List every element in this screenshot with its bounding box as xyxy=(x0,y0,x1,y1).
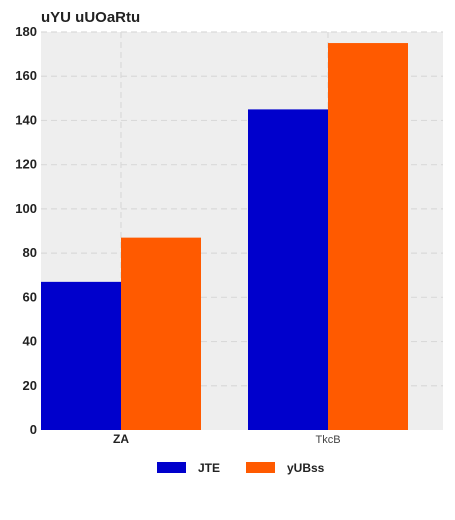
legend-swatch xyxy=(246,462,275,473)
y-tick-label: 160 xyxy=(15,68,37,83)
y-tick-label: 20 xyxy=(23,378,37,393)
x-tick-label: ZA xyxy=(113,432,129,446)
y-tick-label: 60 xyxy=(23,289,37,304)
legend-swatch xyxy=(157,462,186,473)
y-tick-label: 120 xyxy=(15,157,37,172)
bars xyxy=(41,43,408,431)
bar xyxy=(41,281,121,430)
legend-label: JTE xyxy=(198,461,220,475)
bar xyxy=(248,109,328,430)
legend-label: yUBss xyxy=(287,461,325,475)
legend: JTE yUBss xyxy=(157,461,325,475)
y-tick-label: 140 xyxy=(15,112,37,127)
chart-title: uYU uUOaRtu xyxy=(41,9,140,26)
x-axis-ticks: ZA TkcB xyxy=(113,432,341,446)
bar xyxy=(328,43,408,431)
y-tick-label: 100 xyxy=(15,201,37,216)
y-tick-label: 40 xyxy=(23,334,37,349)
y-tick-label: 180 xyxy=(15,24,37,39)
y-tick-label: 0 xyxy=(30,422,37,437)
x-tick-label: TkcB xyxy=(315,434,340,446)
bar xyxy=(121,237,201,430)
y-tick-label: 80 xyxy=(23,245,37,260)
y-axis-ticks: 0 20 40 60 80 100 120 140 160 180 xyxy=(15,24,37,437)
